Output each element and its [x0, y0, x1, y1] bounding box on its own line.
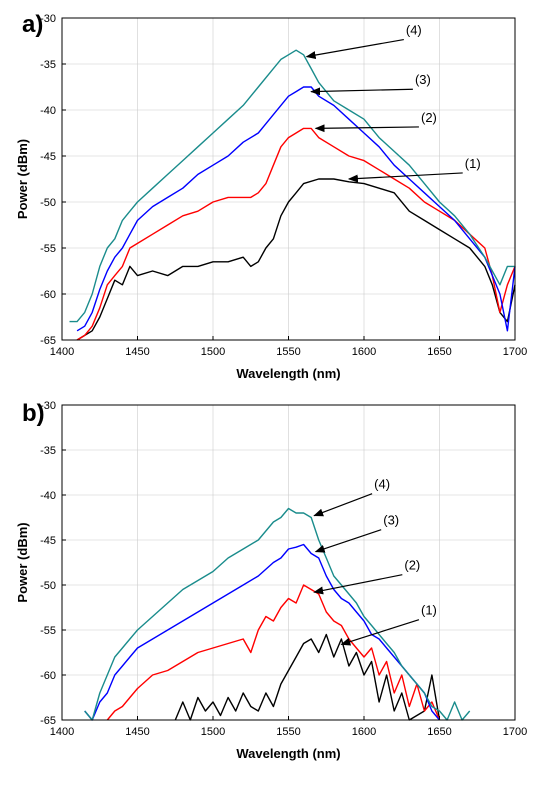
annotations: (4) (3) (2) (1) — [313, 477, 437, 646]
annotation-arrow-1 — [313, 493, 373, 517]
y-axis-label: Power (dBm) — [15, 522, 30, 602]
annotations: (4) (3) (2) (1) — [305, 23, 481, 183]
gridlines — [61, 17, 516, 341]
y-tick-label: -65 — [40, 715, 56, 727]
series-line-2 — [106, 584, 441, 721]
x-axis-ticks: 1400 1450 1500 1550 1600 1650 1700 — [50, 716, 527, 738]
x-tick-label: 1450 — [125, 726, 149, 738]
y-tick-label: -45 — [40, 535, 56, 547]
series-line-4 — [84, 507, 471, 721]
x-axis-label: Wavelength (nm) — [236, 746, 340, 761]
x-tick-label: 1600 — [352, 726, 376, 738]
panel-label: a) — [22, 11, 43, 38]
y-tick-label: -35 — [40, 445, 56, 457]
annotation-label-1: (4) — [406, 23, 422, 38]
annotation-arrow-2 — [314, 529, 382, 553]
x-tick-label: 1550 — [276, 726, 300, 738]
annotation-label-2: (3) — [383, 513, 399, 528]
panel-b: b) 1400 1450 1500 1550 1600 1650 1700 -30 -35 -4… — [15, 400, 527, 761]
annotation-label-4: (1) — [465, 156, 481, 171]
annotation-label-4: (1) — [421, 603, 437, 618]
annotation-arrow-3 — [314, 124, 419, 133]
x-tick-label: 1700 — [503, 346, 527, 358]
series-line-2 — [76, 127, 516, 341]
x-tick-label: 1400 — [50, 346, 74, 358]
y-tick-label: -40 — [40, 490, 56, 502]
x-tick-label: 1550 — [276, 346, 300, 358]
x-tick-label: 1500 — [201, 346, 225, 358]
x-axis-label: Wavelength (nm) — [236, 366, 340, 381]
annotation-arrow-3 — [313, 574, 403, 595]
series-group — [69, 49, 516, 341]
panel-label: b) — [22, 400, 45, 427]
y-tick-label: -40 — [40, 105, 56, 117]
y-tick-label: -50 — [40, 580, 56, 592]
annotation-arrow-4 — [340, 619, 420, 646]
x-tick-label: 1450 — [125, 346, 149, 358]
annotation-label-1: (4) — [374, 477, 390, 492]
y-tick-label: -45 — [40, 151, 56, 163]
y-axis-ticks: -30 -35 -40 -45 -50 -55 -60 -65 — [40, 400, 66, 727]
series-line-4 — [69, 49, 515, 323]
y-tick-label: -30 — [40, 400, 56, 412]
panel-a: a) 1400 1450 1500 1550 1600 1650 1700 -30 -35 -4… — [15, 11, 527, 381]
y-axis-ticks: -30 -35 -40 -45 -50 -55 -60 -65 — [40, 13, 66, 347]
y-axis-label: Power (dBm) — [15, 139, 30, 219]
x-tick-label: 1650 — [427, 726, 451, 738]
annotation-label-2: (3) — [415, 72, 431, 87]
y-tick-label: -30 — [40, 13, 56, 25]
gridlines — [61, 404, 516, 721]
annotation-arrow-2 — [310, 87, 413, 96]
x-tick-label: 1650 — [427, 346, 451, 358]
annotation-arrow-1 — [305, 38, 404, 60]
y-tick-label: -65 — [40, 335, 56, 347]
series-line-1 — [76, 178, 516, 341]
x-tick-label: 1400 — [50, 726, 74, 738]
x-tick-label: 1600 — [352, 346, 376, 358]
x-tick-label: 1500 — [201, 726, 225, 738]
y-tick-label: -50 — [40, 197, 56, 209]
y-tick-label: -60 — [40, 670, 56, 682]
series-line-1 — [174, 633, 441, 721]
annotation-arrow-4 — [347, 172, 463, 183]
annotation-label-3: (2) — [404, 558, 420, 573]
y-tick-label: -35 — [40, 59, 56, 71]
y-tick-label: -55 — [40, 243, 56, 255]
series-line-3 — [76, 86, 516, 332]
x-axis-ticks: 1400 1450 1500 1550 1600 1650 1700 — [50, 336, 527, 358]
x-tick-label: 1700 — [503, 726, 527, 738]
y-tick-label: -55 — [40, 625, 56, 637]
annotation-label-3: (2) — [421, 110, 437, 125]
y-tick-label: -60 — [40, 289, 56, 301]
series-line-3 — [84, 543, 441, 721]
series-group — [84, 507, 471, 721]
